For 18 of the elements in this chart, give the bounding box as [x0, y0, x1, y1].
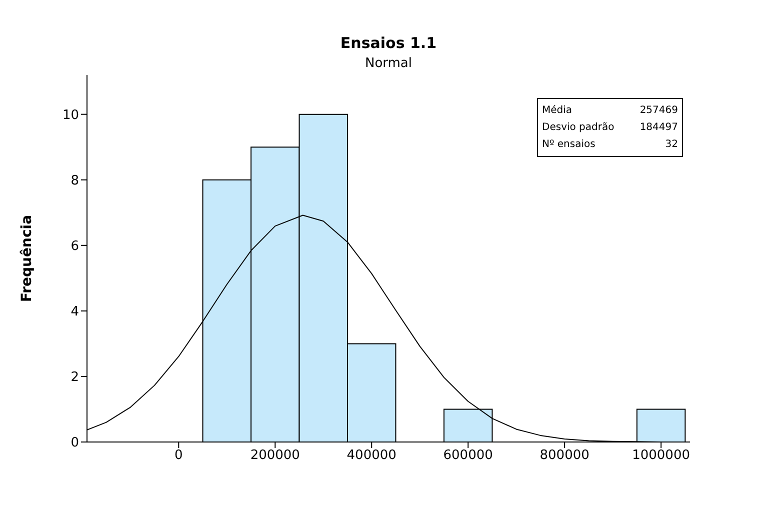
y-tick-label: 4	[70, 304, 79, 320]
x-tick-label: 1000000	[632, 448, 690, 464]
chart-title: Ensaios 1.1	[339, 34, 438, 52]
text: Média 257469	[542, 105, 678, 116]
text: Desvio padrão 184497	[542, 122, 678, 133]
y-tick-label: 2	[70, 370, 79, 386]
x-tick-label: 800000	[540, 448, 590, 464]
y-tick-label: 8	[70, 173, 79, 188]
y-tick-label: 6	[70, 239, 79, 254]
x-tick-label: 0	[174, 448, 183, 464]
x-tick-label: 200000	[250, 448, 300, 464]
chart-subtitle: Normal	[364, 56, 414, 71]
y-axis-title: Frequência	[18, 214, 35, 302]
y-tick-label: 0	[70, 436, 79, 451]
text: Nº ensaios 32	[542, 139, 678, 150]
x-tick-label: 600000	[443, 448, 493, 464]
x-tick-label: 400000	[346, 448, 396, 464]
y-tick-label: 10	[62, 108, 79, 123]
